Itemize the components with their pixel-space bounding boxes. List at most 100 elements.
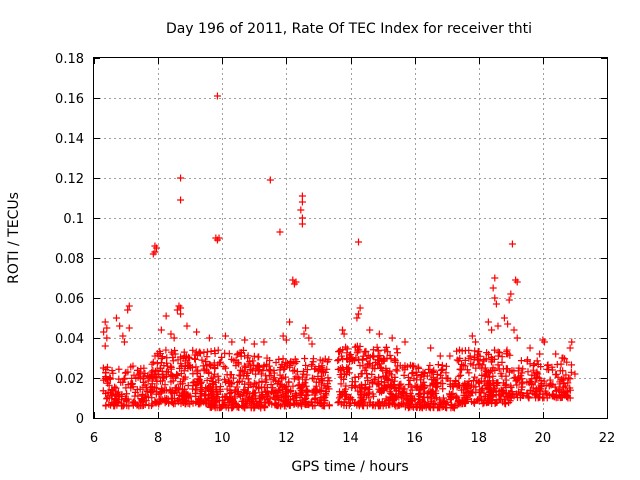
data-point	[335, 398, 343, 406]
data-point	[254, 353, 262, 361]
data-point	[235, 403, 243, 411]
y-tick-label: 0.06	[55, 292, 84, 307]
data-point	[369, 346, 377, 354]
data-point	[170, 334, 178, 342]
data-point	[404, 397, 412, 405]
data-point	[418, 383, 426, 391]
data-point	[343, 354, 351, 362]
data-point	[536, 385, 544, 393]
data-point	[171, 347, 179, 355]
data-point	[221, 332, 229, 340]
data-point	[545, 382, 553, 390]
data-point	[212, 378, 220, 386]
data-point	[489, 364, 497, 372]
data-point	[373, 343, 381, 351]
data-point	[138, 390, 146, 398]
data-point	[369, 379, 377, 387]
data-point	[432, 387, 440, 395]
data-point	[364, 376, 372, 384]
data-point	[391, 384, 399, 392]
data-point	[219, 401, 227, 409]
data-point	[337, 380, 345, 388]
data-point	[301, 396, 309, 404]
data-point	[309, 402, 317, 410]
data-point	[316, 388, 324, 396]
y-tick-label: 0.04	[55, 332, 84, 347]
data-point	[472, 338, 480, 346]
data-point	[273, 380, 281, 388]
x-tick-label: 20	[535, 431, 552, 446]
data-point	[174, 384, 182, 392]
data-point	[471, 347, 479, 355]
data-point	[127, 380, 135, 388]
data-point	[415, 364, 423, 372]
x-tick-label: 12	[278, 431, 295, 446]
data-point	[382, 364, 390, 372]
data-point	[246, 394, 254, 402]
data-point	[151, 370, 159, 378]
data-point	[303, 366, 311, 374]
data-point	[168, 398, 176, 406]
data-point	[267, 381, 275, 389]
data-point	[299, 368, 307, 376]
data-point	[242, 400, 250, 408]
data-point	[439, 385, 447, 393]
data-point	[487, 381, 495, 389]
data-point	[363, 355, 371, 363]
chart-title: Day 196 of 2011, Rate Of TEC Index for r…	[166, 21, 532, 37]
data-point	[513, 376, 521, 384]
data-point	[375, 373, 383, 381]
data-point	[157, 364, 165, 372]
data-point	[301, 379, 309, 387]
data-point	[266, 176, 274, 184]
data-point	[236, 349, 244, 357]
data-point	[262, 378, 270, 386]
data-point	[536, 393, 544, 401]
data-point	[149, 387, 157, 395]
data-point	[298, 198, 306, 206]
data-point	[513, 381, 521, 389]
data-point	[379, 372, 387, 380]
data-point	[393, 367, 401, 375]
data-point	[392, 394, 400, 402]
data-point	[210, 401, 218, 409]
axis-ticks	[94, 58, 608, 419]
data-point	[198, 356, 206, 364]
data-point	[232, 362, 240, 370]
data-point	[479, 400, 487, 408]
data-point	[291, 392, 299, 400]
data-point	[244, 375, 252, 383]
data-point	[102, 401, 110, 409]
data-point	[200, 365, 208, 373]
data-point	[419, 368, 427, 376]
data-point	[434, 361, 442, 369]
data-point	[379, 357, 387, 365]
data-point	[366, 383, 374, 391]
data-point	[497, 386, 505, 394]
data-point	[273, 392, 281, 400]
data-point	[249, 389, 257, 397]
data-point	[368, 362, 376, 370]
data-point	[162, 312, 170, 320]
data-point	[153, 359, 161, 367]
data-point	[353, 314, 361, 322]
data-point	[112, 314, 120, 322]
data-point	[458, 396, 466, 404]
data-point	[381, 346, 389, 354]
data-point	[488, 326, 496, 334]
data-point	[489, 284, 497, 292]
data-point	[101, 342, 109, 350]
data-point	[356, 342, 364, 350]
data-point	[105, 394, 113, 402]
data-point	[407, 392, 415, 400]
data-point	[526, 344, 534, 352]
data-point	[324, 383, 332, 391]
x-tick-label: 6	[90, 431, 98, 446]
data-point	[558, 375, 566, 383]
data-point	[108, 386, 116, 394]
data-point	[413, 371, 421, 379]
data-point	[100, 376, 108, 384]
data-point	[536, 350, 544, 358]
data-point	[209, 398, 217, 406]
data-point	[558, 393, 566, 401]
